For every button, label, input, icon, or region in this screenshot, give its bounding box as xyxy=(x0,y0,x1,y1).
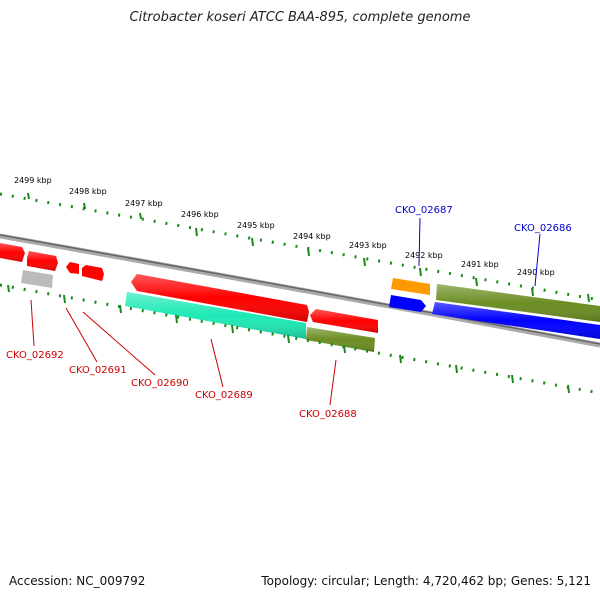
tick-2497 xyxy=(139,212,142,220)
scale-label: 2496 kbp xyxy=(181,210,219,219)
tick-2490 xyxy=(531,287,534,297)
inner-tick xyxy=(7,284,10,293)
inner-tick xyxy=(175,314,178,324)
tick-2496 xyxy=(195,227,198,237)
scale-label: 2492 kbp xyxy=(405,251,443,260)
gene-label-cko-02690: CKO_02690 xyxy=(131,378,189,389)
tick-2489 xyxy=(587,293,590,303)
inner-tick xyxy=(231,324,234,334)
inner-tick xyxy=(567,384,570,394)
callout-line xyxy=(210,338,224,388)
scale-label: 2499 kbp xyxy=(14,176,52,185)
outer-tick-ring xyxy=(0,192,600,303)
callout-line xyxy=(82,311,156,376)
gene-shade xyxy=(27,251,58,271)
scale-label: 2494 kbp xyxy=(293,232,331,241)
gene-shade xyxy=(131,274,309,322)
gene-shade xyxy=(0,243,25,262)
gene-label-cko-02688: CKO_02688 xyxy=(299,409,357,420)
callout-line xyxy=(30,299,35,347)
gene-shade xyxy=(310,309,378,333)
gene-feature-forward-7[interactable] xyxy=(391,278,430,295)
gene-label-cko-02686: CKO_02686 xyxy=(514,223,572,234)
tick-2499 xyxy=(27,192,30,200)
gene-label-cko-02691: CKO_02691 xyxy=(69,365,127,376)
inner-tick xyxy=(119,304,122,314)
inner-tick-ring xyxy=(0,283,600,395)
gene-shade xyxy=(436,284,600,322)
gene-label-cko-02689: CKO_02689 xyxy=(195,390,253,401)
map-title: Citrobacter koseri ATCC BAA-895, complet… xyxy=(129,10,471,25)
tick-2494 xyxy=(307,247,310,257)
callout-line xyxy=(418,217,421,267)
accession-text: Accession: NC_009792 xyxy=(9,574,146,588)
gene-label-cko-02692: CKO_02692 xyxy=(6,350,64,361)
inner-tick xyxy=(399,354,402,364)
scale-label: 2493 kbp xyxy=(349,241,387,250)
scale-label: 2495 kbp xyxy=(237,221,275,230)
inner-tick xyxy=(63,294,66,304)
inner-tick xyxy=(287,334,290,344)
scale-label: 2497 kbp xyxy=(125,199,163,208)
tick-2498 xyxy=(83,202,86,210)
forward-strand xyxy=(0,243,600,333)
scale-label: 2498 kbp xyxy=(69,187,107,196)
gene-feature-forward-3[interactable] xyxy=(66,262,79,274)
tick-2491 xyxy=(475,277,478,287)
inner-tick xyxy=(455,364,458,374)
scale-label: 2491 kbp xyxy=(461,260,499,269)
callout-line xyxy=(534,233,541,287)
callout-line xyxy=(329,359,337,406)
gene-label-cko-02687: CKO_02687 xyxy=(395,205,453,216)
inner-tick xyxy=(343,344,346,354)
gene-feature-reverse-4[interactable] xyxy=(389,295,426,312)
gene-shade xyxy=(125,292,306,339)
inner-tick xyxy=(511,374,514,384)
gene-feature-reverse-1[interactable] xyxy=(21,270,53,288)
tick-2495 xyxy=(251,237,254,247)
tick-2492 xyxy=(419,267,422,277)
gene-shade xyxy=(306,327,375,352)
tick-2493 xyxy=(363,257,366,267)
genome-summary-text: Topology: circular; Length: 4,720,462 bp… xyxy=(261,574,591,588)
callout-line xyxy=(65,307,98,363)
outer-ring-dots xyxy=(0,192,600,302)
reverse-strand xyxy=(21,270,600,352)
genome-backbone xyxy=(0,233,600,348)
gene-shade xyxy=(432,302,600,339)
gene-feature-forward-4[interactable] xyxy=(82,265,104,281)
